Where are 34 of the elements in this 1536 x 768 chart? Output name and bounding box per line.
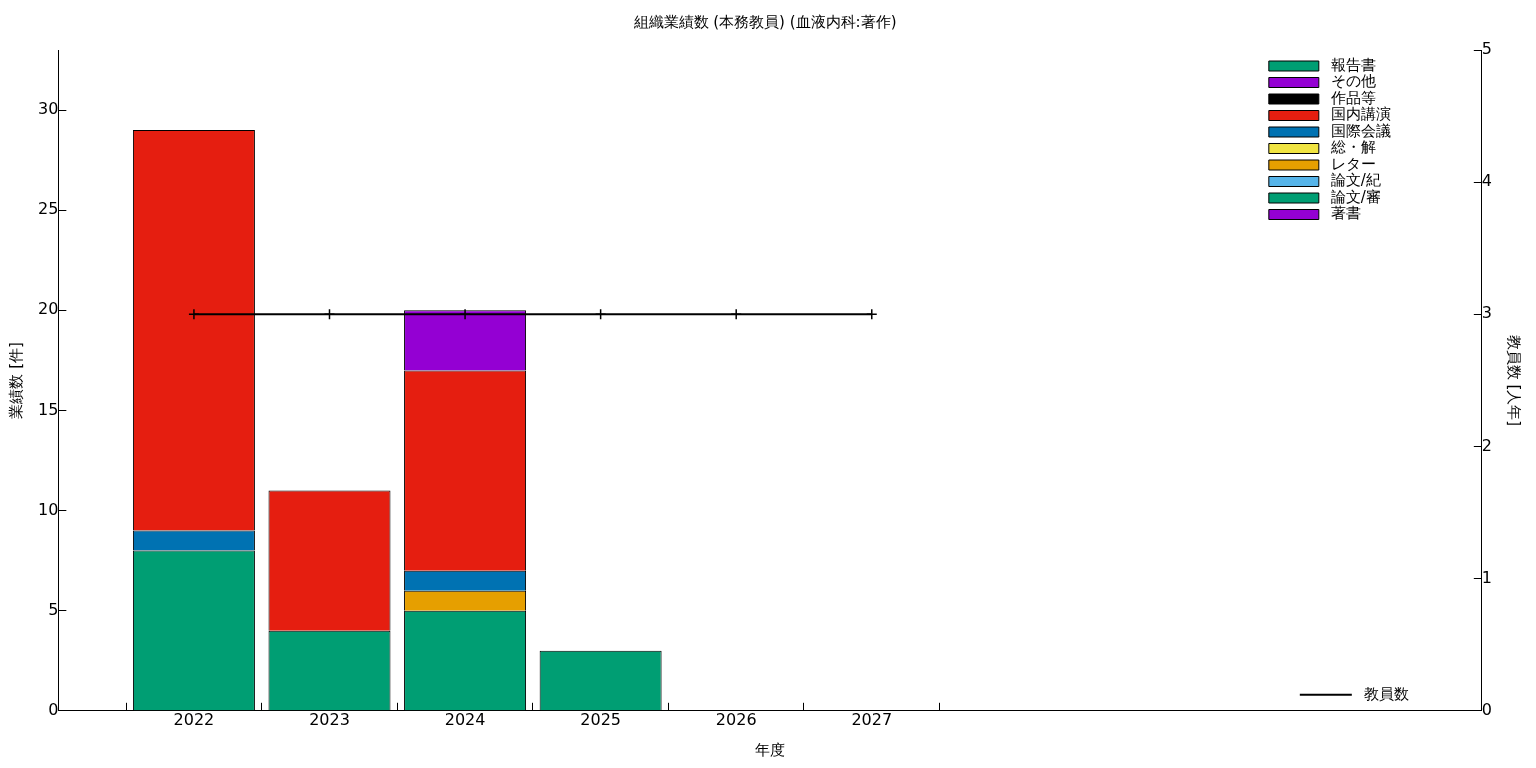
y-tick-label: 20 [38, 299, 59, 319]
chart-title: 組織業績数 (本務教員) (血液内科:著作) [632, 12, 897, 31]
legend-label: その他 [1330, 72, 1376, 91]
legend-label: 論文/紀 [1330, 171, 1381, 190]
legend-label: 報告書 [1330, 55, 1376, 74]
x-tick-label: 2027 [851, 709, 893, 729]
y-axis-title: 業績数 [件] [6, 342, 25, 419]
x-tick-label: 2023 [309, 709, 350, 729]
legend-label: 総・解 [1329, 138, 1376, 157]
y2-tick-label: 4 [1481, 171, 1493, 191]
y-tick-label: 10 [38, 499, 59, 519]
x-tick-label: 2024 [444, 709, 486, 729]
y-tick-label: 30 [38, 99, 59, 119]
legend-label: 作品等 [1329, 88, 1376, 107]
x-tick-label: 2026 [715, 709, 757, 729]
x-tick-label: 2022 [173, 709, 215, 729]
y-tick-label: 5 [48, 599, 59, 619]
y-tick-label: 15 [38, 399, 59, 419]
y2-tick-label: 0 [1481, 699, 1493, 719]
y2-tick-label: 3 [1481, 303, 1493, 323]
x-tick-label: 2025 [580, 709, 621, 729]
y2-tick-label: 1 [1481, 567, 1493, 587]
y2-tick-label: 5 [1481, 39, 1493, 59]
legend-label: 教員数 [1363, 684, 1409, 703]
legend-label: 論文/審 [1330, 187, 1381, 206]
legend-label: レター [1330, 154, 1376, 173]
legend-label: 国内講演 [1330, 105, 1391, 124]
legend-label: 著書 [1330, 204, 1361, 223]
y-tick-label: 0 [48, 699, 59, 719]
x-axis-title: 年度 [755, 740, 786, 759]
y-tick-label: 25 [38, 199, 59, 219]
y2-axis-title: 教員数 [人年] [1505, 334, 1524, 427]
legend-label: 国際会議 [1330, 121, 1391, 140]
y2-tick-label: 2 [1481, 435, 1493, 455]
